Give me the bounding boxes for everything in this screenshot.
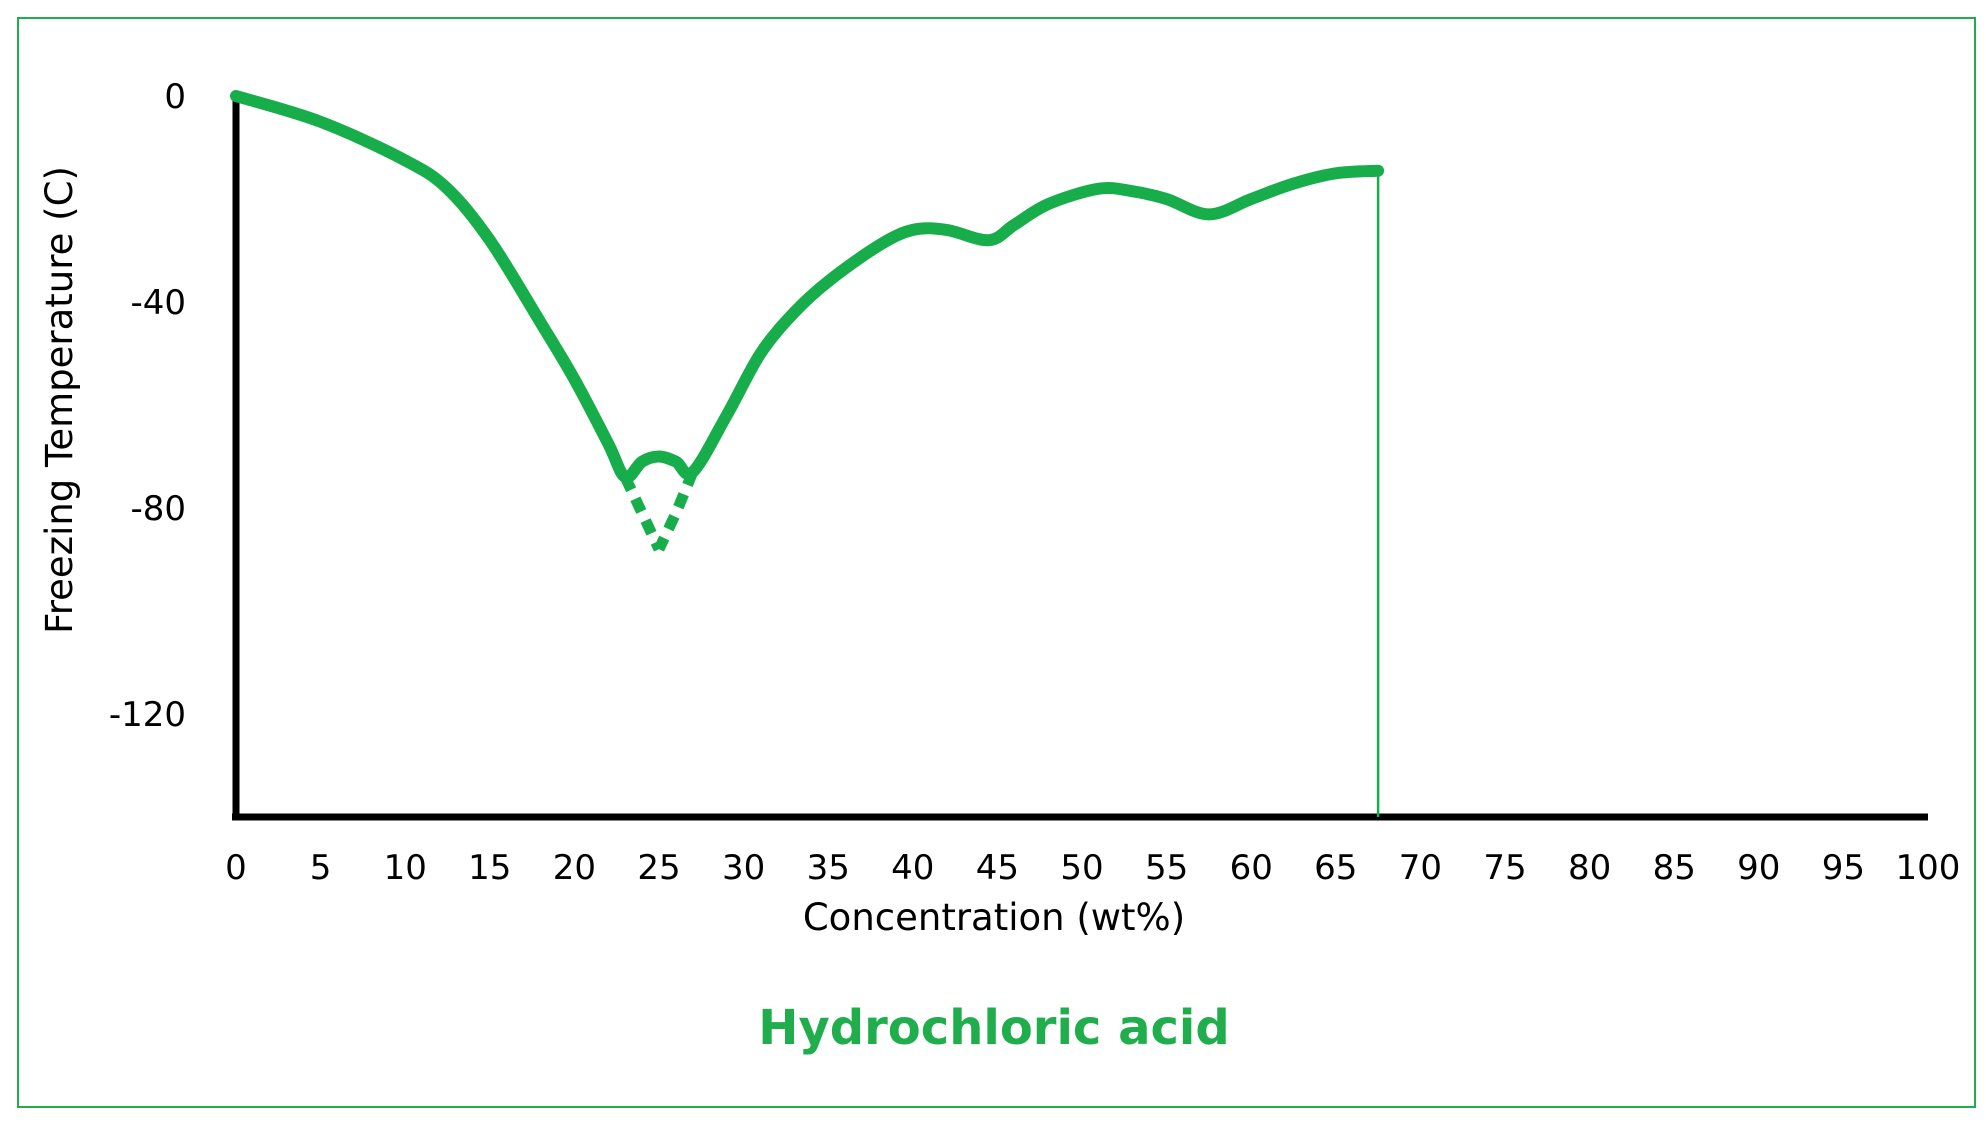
freezing-curve-line [230,90,1385,484]
x-tick-label: 100 [1896,848,1961,888]
y-axis-title: Freezing Temperature (C) [38,166,81,634]
x-tick-label: 30 [722,848,765,888]
x-tick-label: 85 [1653,848,1696,888]
x-tick-label: 25 [637,848,680,888]
y-tick-label: -40 [130,283,186,323]
x-tick-label: 75 [1483,848,1526,888]
chart-caption: Hydrochloric acid [758,1000,1229,1056]
x-tick-label: 70 [1399,848,1442,888]
x-tick-label: 35 [807,848,850,888]
x-tick-labels: 0 5 10 15 20 25 30 35 40 45 50 55 60 65 70 75 80 85 90 95 10… [225,848,1960,888]
series-layer [230,90,1385,817]
x-tick-label: 80 [1568,848,1611,888]
x-tick-label: 45 [976,848,1019,888]
x-axis-title: Concentration (wt%) [803,896,1185,939]
x-tick-label: 50 [1060,848,1103,888]
y-tick-label: 0 [164,77,186,117]
x-tick-label: 40 [891,848,934,888]
y-tick-label: -120 [109,695,186,735]
eutectic-extension-dashed-2 [654,469,698,552]
y-tick-labels: 0 -40 -80 -120 [109,77,186,735]
y-tick-label: -80 [130,489,186,529]
x-tick-label: 15 [468,848,511,888]
chart-frame [17,17,1976,1108]
x-tick-label: 90 [1737,848,1780,888]
x-tick-label: 65 [1314,848,1357,888]
x-tick-label: 20 [553,848,596,888]
x-tick-label: 10 [384,848,427,888]
x-tick-label: 5 [310,848,332,888]
x-tick-label: 95 [1822,848,1865,888]
x-tick-label: 0 [225,848,247,888]
x-tick-label: 55 [1145,848,1188,888]
x-tick-label: 60 [1230,848,1273,888]
eutectic-extension-dashed-1 [620,474,664,552]
